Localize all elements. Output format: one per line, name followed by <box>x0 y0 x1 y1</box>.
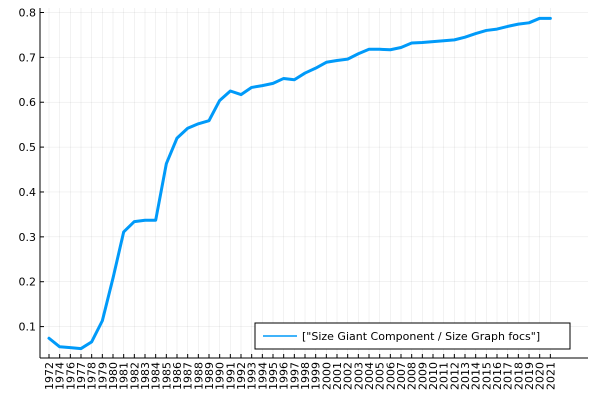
x-tick-label: 2006 <box>384 362 397 390</box>
x-tick-label: 2020 <box>534 362 547 390</box>
x-tick-label: 1978 <box>86 362 99 390</box>
x-tick-label: 1977 <box>75 362 88 390</box>
x-tick-label: 1994 <box>256 362 269 390</box>
x-tick-label: 2015 <box>480 362 493 390</box>
x-tick-label: 2009 <box>416 362 429 390</box>
x-tick-label: 2001 <box>331 362 344 390</box>
x-tick-label: 1972 <box>43 362 56 390</box>
x-tick-label: 1986 <box>171 362 184 390</box>
legend: ["Size Giant Component / Size Graph focs… <box>254 322 571 350</box>
series-line <box>47 16 552 351</box>
x-tick-label: 1988 <box>192 362 205 390</box>
y-tick-label: 0.3 <box>19 231 37 244</box>
x-tick-label: 1982 <box>128 362 141 390</box>
x-tick-label: 1989 <box>203 362 216 390</box>
x-tick-label: 2017 <box>502 362 515 390</box>
x-tick-label: 1992 <box>235 362 248 390</box>
x-tick-label: 1996 <box>278 362 291 390</box>
legend-box <box>254 322 571 350</box>
y-tick-label: 0.4 <box>19 186 37 199</box>
x-tick-label: 2010 <box>427 362 440 390</box>
x-tick-label: 1990 <box>214 362 227 390</box>
x-tick-label: 2014 <box>470 362 483 390</box>
x-tick-label: 2019 <box>523 362 536 390</box>
x-tick-label: 1991 <box>224 362 237 390</box>
x-tick-label: 2000 <box>320 362 333 390</box>
y-tick-label: 0.8 <box>19 6 37 19</box>
x-tick-label: 1981 <box>118 362 131 390</box>
x-tick-label: 1993 <box>246 362 259 390</box>
x-tick-label: 2013 <box>459 362 472 390</box>
x-tick-label: 2002 <box>342 362 355 390</box>
x-tick-label: 2005 <box>374 362 387 390</box>
y-tick-label: 0.5 <box>19 141 37 154</box>
x-tick-label: 2012 <box>448 362 461 390</box>
x-tick-label: 1995 <box>267 362 280 390</box>
grid <box>40 8 588 358</box>
legend-label: ["Size Giant Component / Size Graph focs… <box>302 330 540 343</box>
x-tick-label: 1984 <box>150 362 163 390</box>
x-tick-label: 1983 <box>139 362 152 390</box>
x-tick-label: 2008 <box>406 362 419 390</box>
y-tick-label: 0.6 <box>19 96 37 109</box>
x-tick-label: 1974 <box>54 362 67 390</box>
x-tick-label: 1998 <box>299 362 312 390</box>
y-tick-label: 0.1 <box>19 321 37 334</box>
x-tick-label: 2007 <box>395 362 408 390</box>
x-tick-label: 1985 <box>160 362 173 390</box>
x-tick-label: 1979 <box>96 362 109 390</box>
x-tick-label: 2003 <box>352 362 365 390</box>
x-tick-label: 1976 <box>64 362 77 390</box>
series <box>47 16 552 351</box>
x-tick-label: 2021 <box>544 362 557 390</box>
x-tick-label: 2018 <box>512 362 525 390</box>
axes: 0.1 0.2 0.3 0.4 0.5 0.6 0.7 0.8 1972197419761977… <box>19 6 588 390</box>
x-tick-label: 1997 <box>288 362 301 390</box>
x-tick-label: 1999 <box>310 362 323 390</box>
x-tick-label: 1980 <box>107 362 120 390</box>
x-tick-label: 2016 <box>491 362 504 390</box>
x-tick-label: 2011 <box>438 362 451 390</box>
x-tick-label: 1987 <box>182 362 195 390</box>
x-tick-label: 2004 <box>363 362 376 390</box>
y-tick-label: 0.2 <box>19 276 37 289</box>
y-tick-label: 0.7 <box>19 51 37 64</box>
